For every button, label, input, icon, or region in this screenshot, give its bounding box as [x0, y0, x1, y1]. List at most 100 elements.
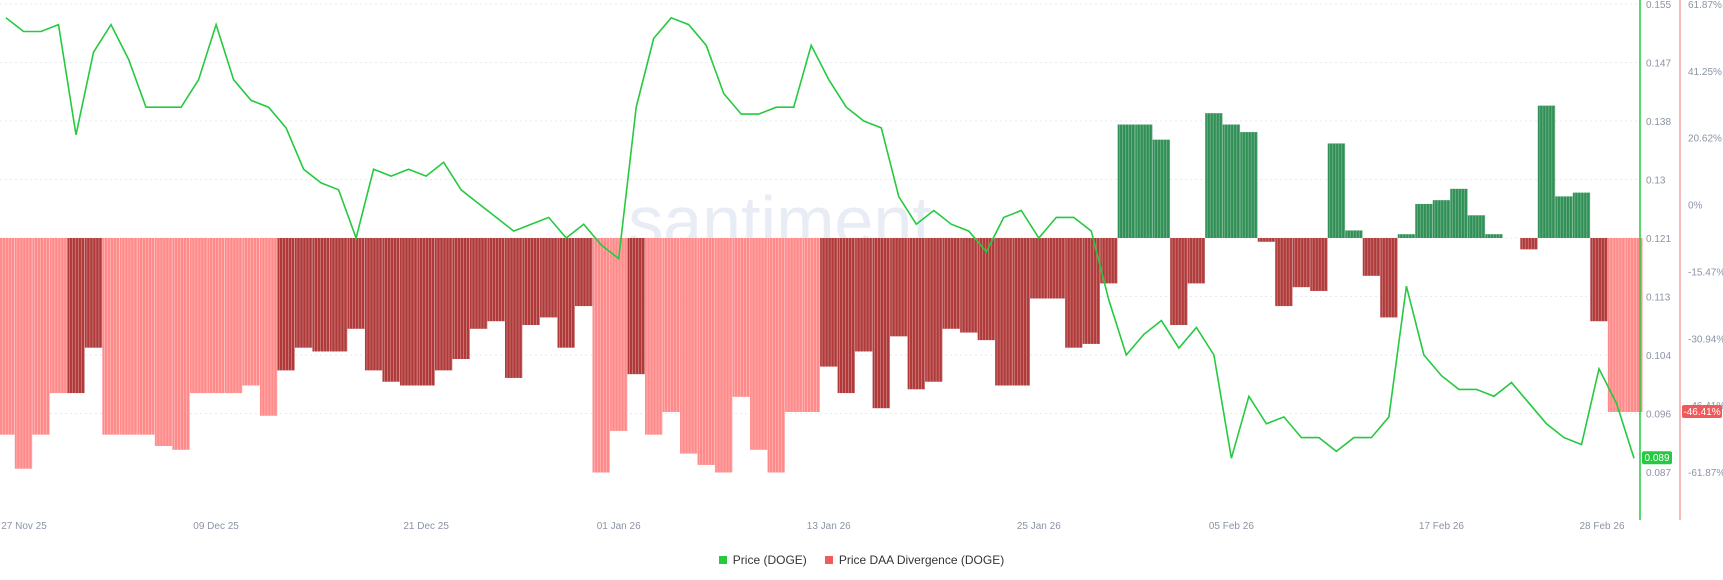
divergence-bar-fill	[329, 238, 348, 352]
legend-item-divergence[interactable]: Price DAA Divergence (DOGE)	[824, 553, 1005, 567]
divergence-bar	[1432, 200, 1451, 238]
divergence-bar-fill	[610, 238, 628, 431]
divergence-bar	[1607, 238, 1626, 412]
divergence-bar	[312, 238, 330, 352]
divergence-bar-fill	[662, 238, 680, 412]
divergence-bar	[540, 238, 558, 318]
divergence-bar-fill	[557, 238, 575, 348]
divergence-bar-fill	[469, 238, 488, 329]
legend-swatch-price	[718, 556, 727, 564]
divergence-bar	[1572, 192, 1591, 238]
divergence-bar	[820, 238, 838, 367]
divergence-bar	[802, 238, 820, 412]
x-tick-label: 21 Dec 25	[403, 521, 449, 532]
divergence-bar	[1327, 143, 1346, 238]
divergence-bar	[1205, 113, 1223, 238]
divergence-bars	[0, 105, 1643, 473]
divergence-bar	[750, 238, 768, 450]
divergence-bar	[1555, 196, 1573, 238]
divergence-bar	[84, 238, 103, 348]
divergence-bar-fill	[1415, 203, 1433, 238]
divergence-bar	[942, 238, 961, 329]
divergence-bar-fill	[417, 238, 435, 386]
divergence-bar-fill	[1485, 234, 1503, 238]
divergence-bar	[907, 238, 926, 390]
divergence-bar-fill	[872, 238, 890, 409]
divergence-tick-label: 61.87%	[1688, 0, 1722, 11]
divergence-bar-fill	[1450, 188, 1468, 238]
divergence-bar	[1012, 238, 1031, 386]
divergence-bar-fill	[1275, 238, 1293, 307]
divergence-bar-fill	[0, 238, 15, 435]
divergence-bar	[102, 238, 120, 435]
divergence-bar-fill	[715, 238, 733, 473]
divergence-bar	[329, 238, 348, 352]
divergence-bar	[364, 238, 383, 371]
divergence-bar-fill	[487, 238, 505, 322]
divergence-bar-fill	[364, 238, 383, 371]
divergence-bar-fill	[960, 238, 978, 333]
divergence-bar	[1590, 238, 1608, 322]
divergence-bar	[434, 238, 453, 371]
divergence-bar	[715, 238, 733, 473]
divergence-bar-fill	[907, 238, 925, 390]
divergence-bar-fill	[32, 238, 50, 435]
divergence-bar	[49, 238, 68, 394]
divergence-bar	[662, 238, 680, 412]
divergence-bar-fill	[837, 238, 855, 394]
divergence-bar-fill	[575, 238, 593, 307]
divergence-bar	[575, 238, 593, 307]
price-tick-label: 0.155	[1646, 0, 1671, 11]
divergence-bar-fill	[1205, 113, 1223, 238]
divergence-bar-fill	[277, 238, 295, 371]
divergence-tick-label: 20.62%	[1688, 134, 1722, 145]
divergence-bar	[680, 238, 698, 454]
divergence-bar-fill	[382, 238, 400, 382]
divergence-bar-fill	[1572, 192, 1591, 238]
divergence-tick-label: -61.87%	[1688, 468, 1723, 479]
x-tick-label: 28 Feb 26	[1579, 521, 1624, 532]
divergence-bar-fill	[1135, 124, 1153, 238]
divergence-bar	[0, 238, 15, 435]
divergence-bar-fill	[522, 238, 540, 325]
legend-swatch-divergence	[824, 556, 833, 564]
divergence-bar	[1292, 238, 1311, 288]
price-tick-label: 0.087	[1646, 468, 1671, 479]
divergence-bar	[207, 238, 225, 394]
divergence-bar-fill	[1117, 124, 1136, 238]
divergence-bar-fill	[119, 238, 138, 435]
divergence-bar	[1467, 215, 1486, 238]
divergence-bar-fill	[452, 238, 470, 360]
divergence-bar	[1082, 238, 1101, 344]
divergence-bar-fill	[820, 238, 838, 367]
divergence-bar	[154, 238, 173, 447]
divergence-bar-fill	[1380, 238, 1398, 318]
divergence-bar	[872, 238, 891, 409]
divergence-bar-fill	[1030, 238, 1048, 299]
divergence-bar	[1450, 188, 1468, 238]
legend-label-divergence: Price DAA Divergence (DOGE)	[838, 553, 1005, 567]
divergence-bar-fill	[995, 238, 1013, 386]
divergence-bar-fill	[1170, 238, 1188, 325]
divergence-bar	[1030, 238, 1048, 299]
divergence-bar	[1485, 234, 1503, 238]
divergence-bar	[1275, 238, 1293, 307]
divergence-bar	[242, 238, 260, 386]
x-tick-label: 01 Jan 26	[597, 521, 641, 532]
divergence-bar	[1362, 238, 1381, 276]
divergence-bar	[504, 238, 523, 378]
divergence-bar-fill	[294, 238, 313, 348]
divergence-bar-fill	[785, 238, 803, 412]
divergence-bar-fill	[697, 238, 715, 465]
divergence-bar	[837, 238, 855, 394]
divergence-bar-fill	[1625, 238, 1643, 412]
legend-item-price[interactable]: Price (DOGE)	[718, 553, 807, 567]
divergence-bar-fill	[627, 238, 645, 375]
divergence-bar-fill	[207, 238, 225, 394]
divergence-bar	[294, 238, 313, 348]
divergence-bar	[224, 238, 243, 394]
price-tick-label: 0.13	[1646, 176, 1666, 187]
divergence-bar	[417, 238, 435, 386]
divergence-bar	[259, 238, 278, 416]
divergence-tick-label: -15.47%	[1688, 267, 1723, 278]
